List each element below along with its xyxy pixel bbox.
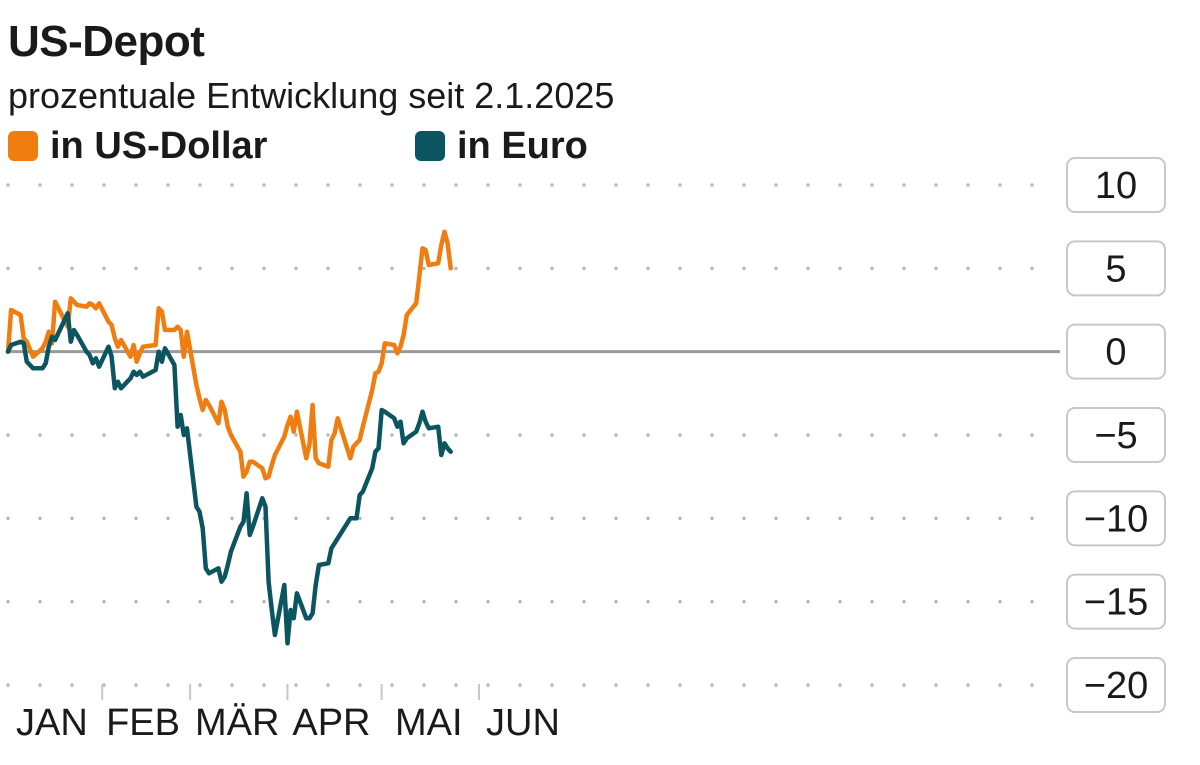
xtick-label-5: JUN xyxy=(486,702,560,744)
ytick-box-1 xyxy=(1066,240,1166,297)
ytick-label-0: 10 xyxy=(1095,165,1137,207)
xtick-label-0: JAN xyxy=(16,702,88,744)
legend-label-usd: in US-Dollar xyxy=(50,125,268,167)
ytick-box-0 xyxy=(1066,157,1166,213)
ytick-label-3: −5 xyxy=(1094,415,1137,457)
ytick-box-6 xyxy=(1066,657,1166,713)
ytick-box-2 xyxy=(1066,323,1166,380)
ytick-box-5 xyxy=(1066,573,1166,630)
legend-swatch-eur xyxy=(415,131,445,161)
xtick-label-2: MÄR xyxy=(195,702,279,744)
ytick-label-2: 0 xyxy=(1105,332,1126,374)
ytick-box-4 xyxy=(1066,490,1166,547)
chart-subtitle: prozentuale Entwicklung seit 2.1.2025 xyxy=(8,75,615,116)
chart-title: US-Depot xyxy=(8,17,205,66)
xtick-label-1: FEB xyxy=(106,702,180,744)
legend-swatch-usd xyxy=(8,131,38,161)
legend-label-eur: in Euro xyxy=(457,125,588,167)
series-line-eur xyxy=(5,311,453,646)
legend-item-usd: in US-Dollar xyxy=(8,124,267,168)
ytick-label-1: 5 xyxy=(1105,248,1126,290)
legend: in US-Dollar in Euro xyxy=(8,124,708,168)
ytick-label-5: −15 xyxy=(1084,582,1148,624)
xtick-label-4: MAI xyxy=(395,702,463,744)
ytick-label-6: −20 xyxy=(1084,665,1148,707)
ytick-box-3 xyxy=(1066,407,1166,463)
ytick-label-4: −10 xyxy=(1084,498,1148,540)
legend-item-eur: in Euro xyxy=(415,124,588,168)
series-line-usd xyxy=(5,229,453,481)
xtick-label-3: APR xyxy=(292,702,370,744)
